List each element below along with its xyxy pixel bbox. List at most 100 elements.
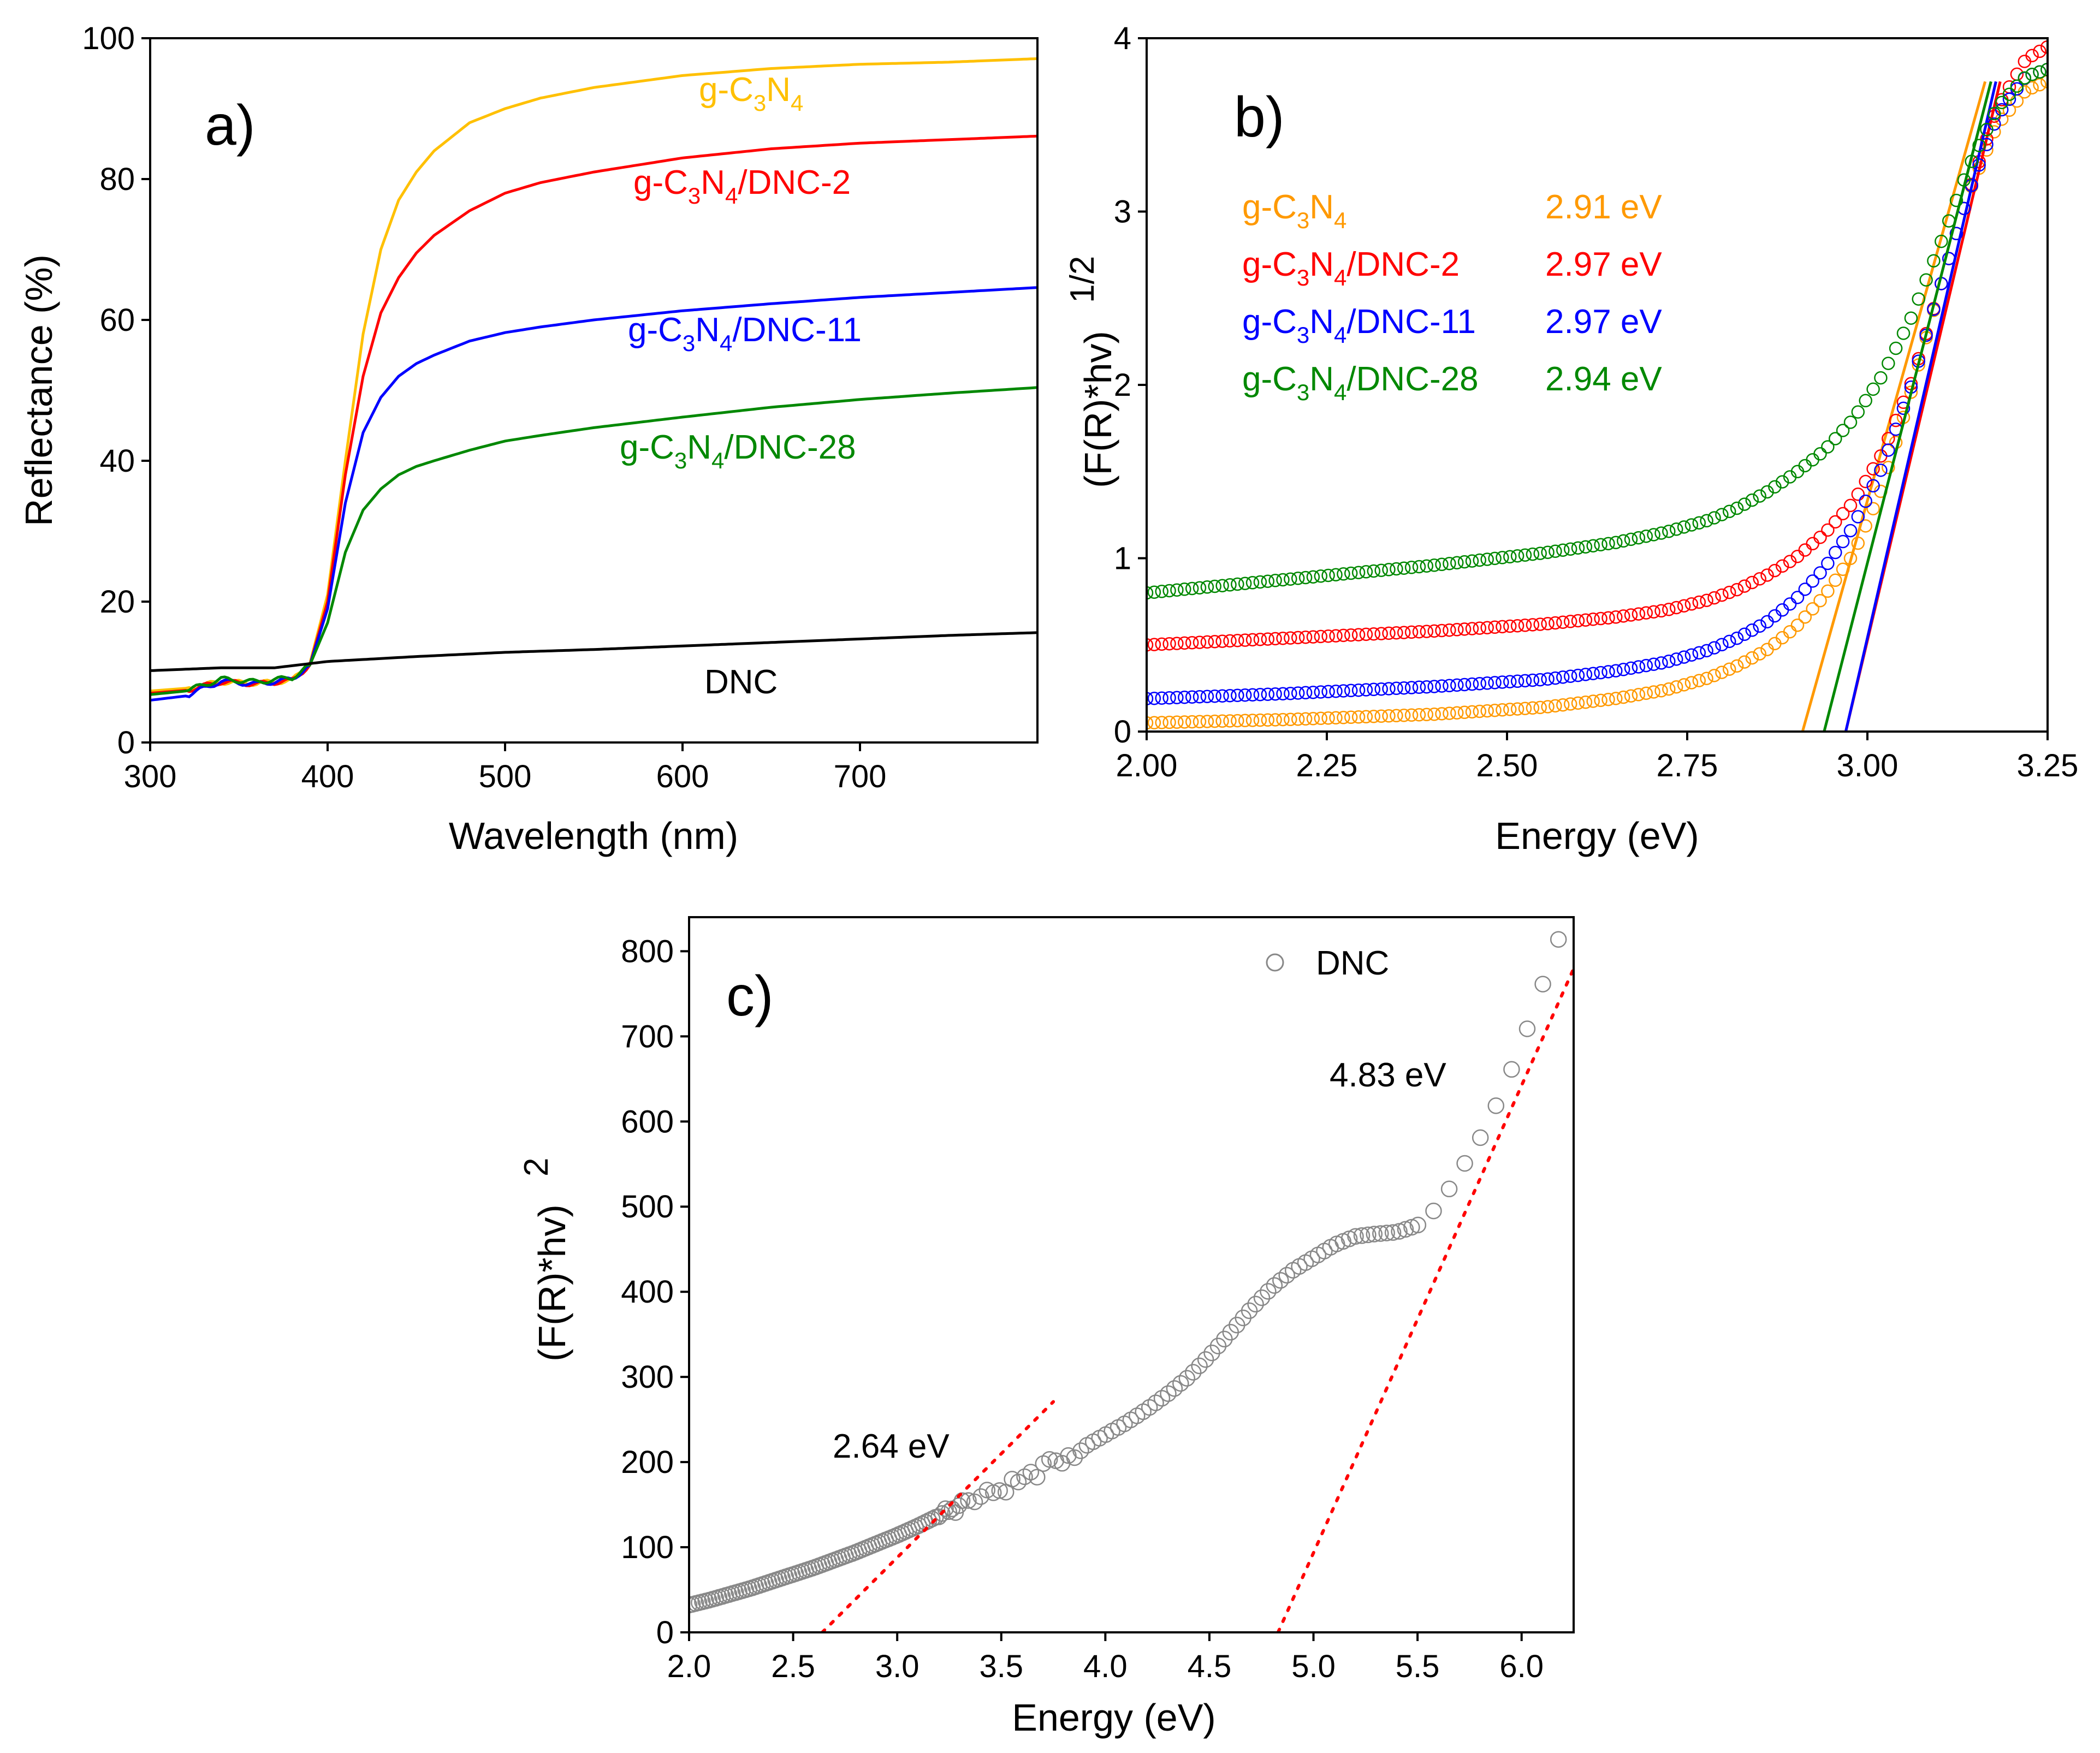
panel-b-point	[1510, 549, 1524, 563]
panel-a-x-tick-label: 700	[834, 759, 887, 794]
panel-b-point	[1374, 627, 1388, 640]
panel-b-point	[1639, 529, 1653, 543]
panel-b-point	[1374, 563, 1388, 577]
panel-b-point	[1298, 571, 1313, 585]
panel-b-point	[2033, 78, 2046, 92]
panel-b-point	[1488, 676, 1502, 690]
panel-b-point	[1284, 572, 1297, 586]
panel-b-point	[1813, 566, 1827, 580]
panel-c-point	[991, 1482, 1008, 1499]
panel-b-point	[1457, 705, 1472, 720]
panel-b-point	[1253, 713, 1267, 727]
panel-b-point	[1253, 632, 1267, 646]
panel-c-point	[1397, 1221, 1414, 1238]
panel-b-point	[1715, 508, 1729, 521]
panel-c-point	[1072, 1442, 1089, 1459]
panel-c-point	[1147, 1394, 1164, 1411]
panel-b-point	[1927, 254, 1941, 268]
panel-b-point	[1321, 711, 1335, 725]
panel-b-point	[1488, 703, 1502, 717]
panel-b-point	[1882, 460, 1895, 474]
panel-b-point	[1147, 716, 1154, 730]
panel-b-point	[1284, 686, 1297, 700]
panel-b-point	[1488, 620, 1502, 634]
panel-b-point	[1684, 518, 1699, 532]
panel-b-point	[1541, 672, 1555, 686]
panel-b-point	[1972, 139, 1986, 152]
panel-c-label: c)	[726, 965, 774, 1028]
panel-b-point	[1624, 689, 1638, 703]
panel-b-point	[1594, 693, 1607, 708]
panel-b-point	[1268, 574, 1282, 587]
panel-b-point	[1753, 572, 1766, 586]
panel-b-point	[1291, 712, 1305, 726]
panel-b-point	[1185, 635, 1199, 650]
panel-b-point	[1851, 510, 1865, 524]
panel-b-point	[1367, 564, 1381, 578]
panel-b-point	[1768, 637, 1782, 651]
panel-b-point	[1730, 501, 1744, 515]
panel-b-point	[1314, 711, 1328, 726]
panel-c-y-tick-label: 700	[621, 1019, 674, 1054]
panel-b-x-tick-label: 2.75	[1657, 748, 1718, 783]
panel-c-point	[953, 1492, 971, 1509]
panel-b-point	[2018, 55, 2032, 68]
panel-b-point	[1730, 631, 1744, 645]
panel-b-point	[1321, 685, 1335, 699]
panel-b-point	[1314, 629, 1328, 644]
panel-b-point	[1579, 540, 1593, 554]
panel-b-point	[1518, 674, 1532, 688]
panel-b-point	[1314, 569, 1328, 583]
panel-b-point	[1669, 680, 1683, 694]
panel-b-point	[1291, 572, 1305, 585]
panel-b-point	[1473, 621, 1487, 635]
panel-b-point	[1677, 650, 1691, 664]
panel-b-point	[1390, 626, 1403, 640]
panel-b-point	[1571, 696, 1585, 710]
panel-b-point	[1162, 584, 1176, 598]
panel-b-point	[1549, 616, 1562, 630]
panel-c-x-tick-label: 3.5	[979, 1649, 1023, 1684]
panel-b-point	[1238, 633, 1252, 647]
panel-c-point	[1260, 1283, 1277, 1300]
panel-b-point	[1465, 622, 1479, 635]
panel-b-point	[1836, 424, 1850, 437]
panel-b-point	[1783, 625, 1797, 639]
panel-b-point	[1231, 577, 1244, 591]
panel-c-point	[1472, 1129, 1489, 1146]
panel-a-series-line	[150, 631, 1037, 672]
panel-b-point	[1223, 634, 1237, 648]
panel-b-point	[1722, 504, 1736, 519]
panel-b-point	[1390, 562, 1403, 576]
panel-c-point	[923, 1511, 941, 1528]
panel-b-point	[1692, 516, 1706, 530]
panel-b-point	[1147, 586, 1154, 600]
panel-b-point	[1359, 710, 1373, 724]
panel-b-point	[1208, 689, 1221, 703]
panel-b-point	[1654, 526, 1668, 540]
panel-b-point	[1412, 708, 1426, 722]
panel-b-point	[1276, 631, 1290, 645]
panel-b-point	[1556, 670, 1570, 684]
panel-b-point	[1337, 711, 1350, 724]
panel-b-point	[1556, 615, 1570, 629]
panel-c-point	[972, 1488, 989, 1505]
panel-c-point	[937, 1500, 954, 1517]
panel-b-point	[1821, 556, 1835, 571]
panel-c-x-tick-label: 2.0	[667, 1649, 711, 1684]
panel-b-point	[1170, 691, 1184, 704]
panel-b-point	[1480, 704, 1494, 718]
panel-b-point	[1518, 619, 1532, 632]
panel-b-point	[1412, 625, 1426, 639]
panel-b-point	[1851, 405, 1865, 419]
panel-c-point	[960, 1492, 977, 1509]
panel-b-point	[1737, 579, 1752, 593]
panel-a-x-axis-label: Wavelength (nm)	[449, 815, 738, 857]
panel-b-point	[1261, 713, 1275, 727]
panel-b-point	[1980, 123, 1994, 136]
panel-b-point	[1412, 680, 1426, 694]
panel-b-point	[1866, 479, 1880, 493]
panel-c-point	[1503, 1061, 1520, 1078]
panel-b-point	[1526, 673, 1540, 687]
panel-b-point	[1351, 683, 1366, 697]
